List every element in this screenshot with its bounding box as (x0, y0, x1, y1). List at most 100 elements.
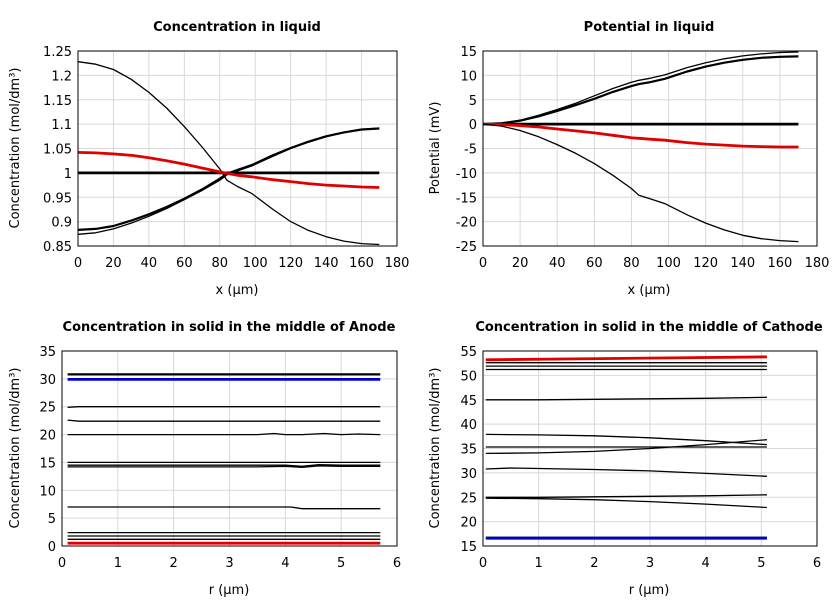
x-tick-label: 6 (813, 556, 821, 571)
y-tick-label: 30 (39, 373, 56, 388)
x-tick-label: 120 (693, 256, 718, 271)
y-tick-label: 20 (39, 429, 56, 444)
y-axis-label: Concentration (mol/dm³) (8, 68, 23, 229)
y-axis-label: Concentration (mol/dm³) (8, 368, 23, 529)
x-tick-label: 3 (646, 556, 654, 571)
y-tick-label: 0.95 (43, 191, 72, 206)
series-line-c1 (77, 61, 380, 246)
x-tick-label: 180 (385, 256, 410, 271)
x-tick-label: 60 (586, 256, 603, 271)
y-tick-labels: 15 20 25 30 35 40 45 50 55 (460, 345, 477, 555)
y-tick-label: 1.25 (43, 45, 72, 60)
series-line-k6 (485, 433, 767, 446)
x-tick-label: 0 (58, 556, 66, 571)
series-line-k10 (485, 494, 767, 498)
y-tick-label: 0.85 (43, 240, 72, 255)
y-tick-labels: -25 -20 -15 -10 -5 0 5 10 15 (456, 45, 477, 255)
y-axis-label-text: Concentration (mol/dm³) (428, 368, 443, 529)
series-line-a9 (67, 506, 381, 510)
series-line-k1 (485, 355, 767, 362)
y-tick-label: 55 (460, 345, 477, 360)
series-line-k9 (485, 467, 767, 477)
x-axis-label: r (µm) (209, 583, 250, 598)
y-tick-label: 45 (460, 394, 477, 409)
plot-frame (482, 50, 818, 247)
series-group (67, 373, 381, 545)
series-line-c5 (77, 151, 380, 189)
y-tick-label: 0 (469, 118, 477, 133)
x-tick-label: 5 (757, 556, 765, 571)
y-tick-label: 15 (39, 456, 56, 471)
y-tick-label: -10 (456, 167, 477, 182)
y-tick-label: 1.05 (43, 143, 72, 158)
x-axis-label: r (µm) (629, 583, 670, 598)
series-line-a8 (67, 465, 381, 469)
y-tick-label: 1.2 (51, 69, 72, 84)
series-line-k8 (485, 439, 767, 455)
x-tick-label: 60 (176, 256, 193, 271)
series-line-c2 (77, 127, 380, 231)
series-line-p2 (482, 55, 799, 126)
x-tick-label: 100 (243, 256, 268, 271)
plot-frame (61, 350, 398, 547)
y-tick-label: -25 (456, 240, 477, 255)
y-axis-label: Potential (mV) (428, 102, 443, 195)
y-tick-label: 35 (460, 443, 477, 458)
panel-cathode-solid: Concentration in solid in the middle of … (428, 320, 823, 598)
y-tick-label: 15 (460, 45, 477, 60)
x-tick-label: 80 (623, 256, 640, 271)
y-tick-label: 1.1 (51, 118, 72, 133)
x-tick-label: 20 (512, 256, 529, 271)
x-tick-label: 140 (314, 256, 339, 271)
x-tick-label: 20 (105, 256, 122, 271)
x-tick-labels: 0 20 40 60 80 100 120 140 160 180 (479, 256, 830, 271)
x-tick-label: 160 (349, 256, 374, 271)
y-tick-label: 25 (460, 491, 477, 506)
panel-concentration-liquid: Concentration in liquid 0 20 40 60 80 100 120 1… (8, 20, 409, 298)
y-tick-labels: 0 5 10 15 20 25 30 35 (39, 345, 56, 555)
x-tick-label: 180 (805, 256, 830, 271)
series-line-k5 (485, 396, 767, 401)
y-tick-label: 10 (39, 484, 56, 499)
x-tick-label: 4 (281, 556, 289, 571)
y-tick-label: 1 (64, 167, 72, 182)
x-tick-label: 3 (225, 556, 233, 571)
gridlines (77, 50, 398, 247)
chart-title: Concentration in liquid (153, 20, 321, 35)
x-tick-label: 1 (535, 556, 543, 571)
series-group (485, 355, 767, 540)
x-tick-labels: 0 1 2 3 4 5 6 (58, 556, 401, 571)
y-axis-label: Concentration (mol/dm³) (428, 368, 443, 529)
y-tick-label: 30 (460, 467, 477, 482)
y-tick-label: 0 (48, 540, 56, 555)
chart-title: Potential in liquid (584, 20, 715, 35)
series-line-a7 (67, 464, 381, 467)
y-tick-label: 5 (48, 512, 56, 527)
plot-frame (77, 50, 398, 247)
x-axis-label: x (µm) (628, 283, 671, 298)
series-line-a3 (67, 406, 381, 408)
x-tick-label: 6 (393, 556, 401, 571)
x-tick-label: 5 (337, 556, 345, 571)
series-group (77, 61, 380, 246)
series-group (482, 51, 799, 243)
x-tick-label: 0 (479, 256, 487, 271)
x-tick-label: 120 (278, 256, 303, 271)
series-line-a4 (67, 419, 381, 422)
series-line-p4 (482, 122, 799, 149)
x-tick-label: 0 (74, 256, 82, 271)
x-tick-label: 1 (114, 556, 122, 571)
y-tick-label: -20 (456, 216, 477, 231)
y-tick-label: 35 (39, 345, 56, 360)
y-tick-label: 50 (460, 369, 477, 384)
panel-anode-solid: Concentration in solid in the middle of … (8, 320, 401, 598)
panel-potential-liquid: Potential in liquid 0 20 40 60 80 100 120 140 16… (428, 20, 829, 298)
x-tick-label: 40 (141, 256, 158, 271)
x-tick-label: 160 (767, 256, 792, 271)
x-axis-label: x (µm) (216, 283, 259, 298)
x-tick-label: 2 (170, 556, 178, 571)
chart-title: Concentration in solid in the middle of … (475, 320, 823, 335)
chart-title: Concentration in solid in the middle of … (63, 320, 396, 335)
y-tick-label: 15 (460, 540, 477, 555)
